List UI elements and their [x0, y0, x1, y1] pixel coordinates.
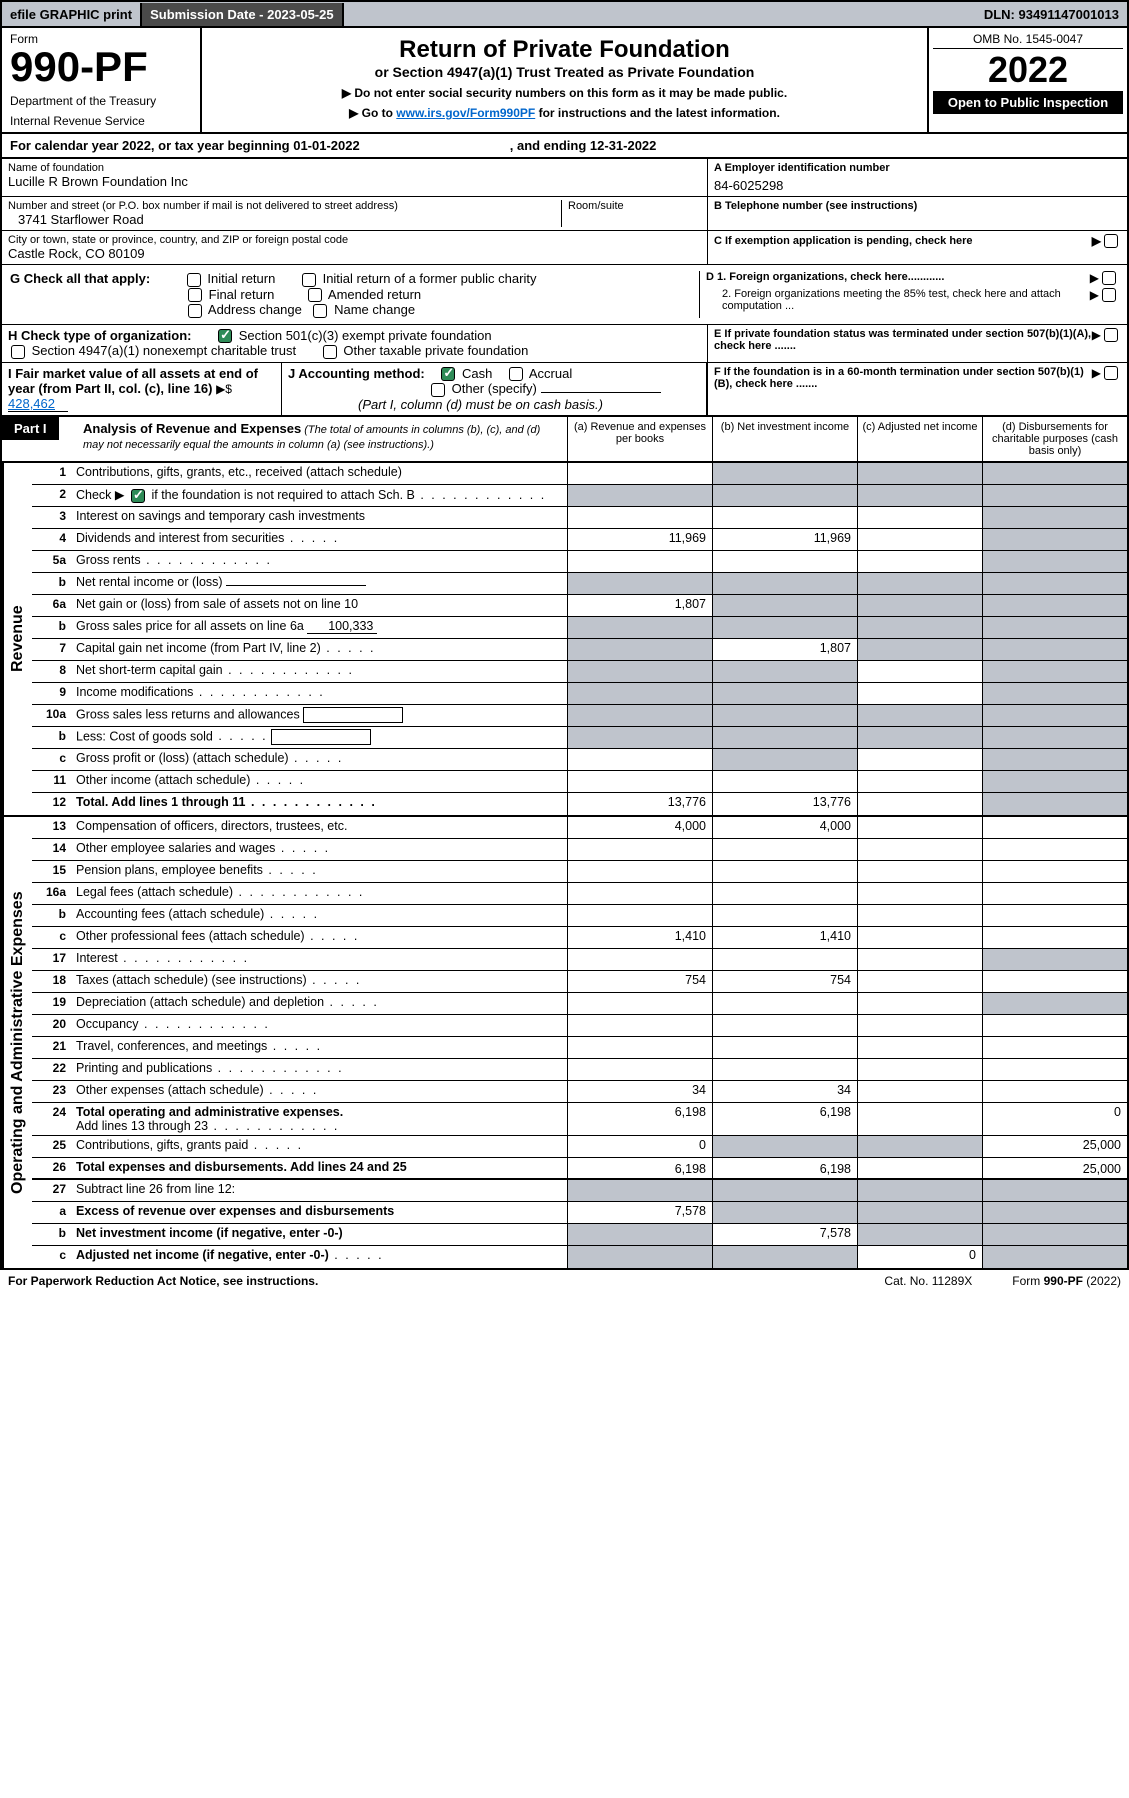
cat-no: Cat. No. 11289X: [884, 1274, 972, 1288]
e-checkbox[interactable]: [1104, 328, 1118, 342]
part1-label: Part I: [2, 417, 59, 440]
room-label: Room/suite: [568, 200, 701, 212]
h-label: H Check type of organization:: [8, 328, 191, 343]
form-header: Form 990-PF Department of the Treasury I…: [0, 28, 1129, 134]
d1-label: D 1. Foreign organizations, check here..…: [706, 271, 1090, 285]
topbar: efile GRAPHIC print Submission Date - 20…: [0, 0, 1129, 28]
tax-year: 2022: [933, 49, 1123, 91]
l2-check[interactable]: [131, 489, 145, 503]
omb-number: OMB No. 1545-0047: [933, 32, 1123, 49]
form-number: 990-PF: [10, 46, 192, 88]
f-label: F If the foundation is in a 60-month ter…: [714, 366, 1092, 390]
j-accrual[interactable]: [509, 367, 523, 381]
c-checkbox[interactable]: [1104, 234, 1118, 248]
col-a-hdr: (a) Revenue and expenses per books: [567, 417, 712, 461]
city-value: Castle Rock, CO 80109: [8, 246, 701, 261]
j-note: (Part I, column (d) must be on cash basi…: [358, 397, 603, 412]
g-final[interactable]: [188, 288, 202, 302]
e-label: E If private foundation status was termi…: [714, 328, 1092, 352]
d2-checkbox[interactable]: [1102, 288, 1116, 302]
col-d-hdr: (d) Disbursements for charitable purpose…: [982, 417, 1127, 461]
note-2: ▶ Go to www.irs.gov/Form990PF for instru…: [210, 106, 919, 120]
g-name[interactable]: [313, 304, 327, 318]
addr-value: 3741 Starflower Road: [8, 212, 561, 227]
note-1: ▶ Do not enter social security numbers o…: [210, 86, 919, 100]
footer: For Paperwork Reduction Act Notice, see …: [0, 1270, 1129, 1292]
dln: DLN: 93491147001013: [976, 5, 1127, 24]
j-other[interactable]: [431, 383, 445, 397]
paperwork-notice: For Paperwork Reduction Act Notice, see …: [8, 1274, 318, 1288]
dept-label: Department of the Treasury: [10, 94, 192, 108]
col-c-hdr: (c) Adjusted net income: [857, 417, 982, 461]
form-ref: Form 990-PF (2022): [1012, 1274, 1121, 1288]
open-inspection: Open to Public Inspection: [933, 91, 1123, 114]
f-checkbox[interactable]: [1104, 366, 1118, 380]
j-label: J Accounting method:: [288, 366, 425, 381]
part1-title: Analysis of Revenue and Expenses: [83, 421, 301, 436]
ein-label: A Employer identification number: [714, 162, 1121, 174]
calendar-year-row: For calendar year 2022, or tax year begi…: [0, 134, 1129, 159]
g-initial-former[interactable]: [302, 273, 316, 287]
city-label: City or town, state or province, country…: [8, 234, 701, 246]
foundation-name: Lucille R Brown Foundation Inc: [8, 174, 701, 189]
irs-label: Internal Revenue Service: [10, 114, 192, 128]
expenses-side: Operating and Administrative Expenses: [2, 817, 32, 1268]
g-initial[interactable]: [187, 273, 201, 287]
i-value[interactable]: 428,462: [8, 396, 68, 412]
addr-label: Number and street (or P.O. box number if…: [8, 200, 561, 212]
form-subtitle: or Section 4947(a)(1) Trust Treated as P…: [210, 64, 919, 80]
col-b-hdr: (b) Net investment income: [712, 417, 857, 461]
phone-label: B Telephone number (see instructions): [714, 200, 1121, 212]
h-other[interactable]: [323, 345, 337, 359]
d1-checkbox[interactable]: [1102, 271, 1116, 285]
g-amended[interactable]: [308, 288, 322, 302]
form-title: Return of Private Foundation: [210, 36, 919, 64]
h-501c3[interactable]: [218, 329, 232, 343]
form-link[interactable]: www.irs.gov/Form990PF: [396, 106, 535, 120]
h-4947[interactable]: [11, 345, 25, 359]
revenue-side: Revenue: [2, 463, 32, 815]
submission-date: Submission Date - 2023-05-25: [140, 3, 344, 26]
j-cash[interactable]: [441, 367, 455, 381]
g-label: G Check all that apply:: [10, 271, 150, 286]
efile-label[interactable]: efile GRAPHIC print: [2, 5, 140, 24]
ein-value: 84-6025298: [714, 178, 1121, 193]
name-label: Name of foundation: [8, 162, 701, 174]
d2-label: 2. Foreign organizations meeting the 85%…: [706, 288, 1090, 312]
g-address[interactable]: [188, 304, 202, 318]
c-label: C If exemption application is pending, c…: [714, 235, 1092, 247]
